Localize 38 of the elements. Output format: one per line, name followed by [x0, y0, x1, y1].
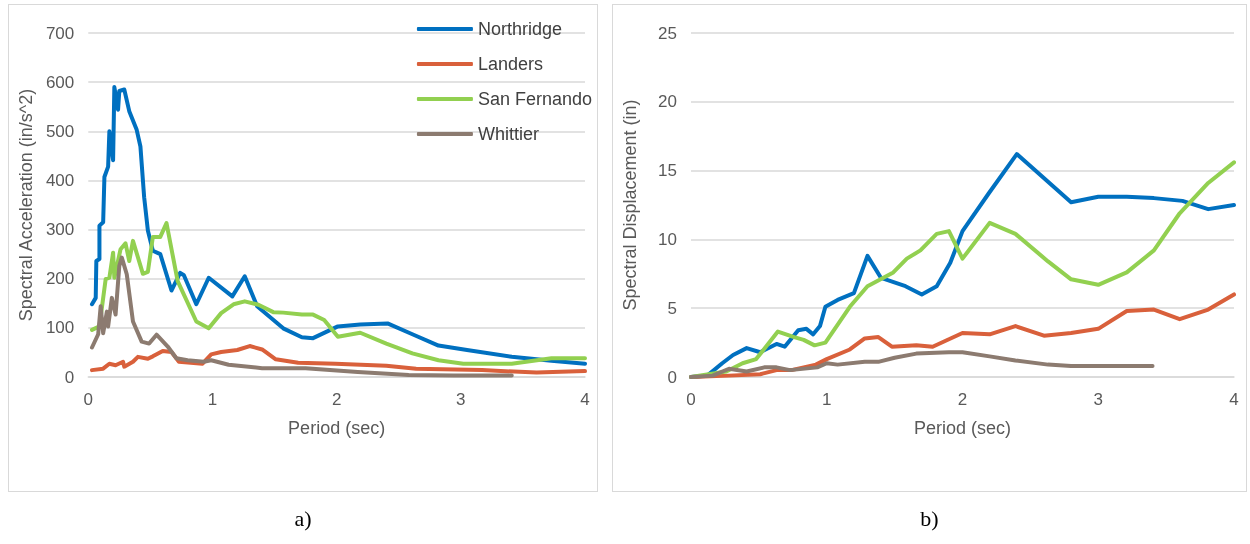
- y-tick-label: 20: [658, 92, 677, 112]
- y-axis-title: Spectral Acceleration (in/s^2): [16, 88, 36, 322]
- x-tick-label: 3: [456, 390, 466, 409]
- line-series: [89, 344, 587, 375]
- y-tick-label: 300: [45, 220, 75, 240]
- x-tick-label: 4: [1229, 390, 1239, 409]
- y-tick-label: 5: [667, 298, 677, 318]
- x-axis-title: Period (sec): [288, 418, 386, 438]
- y-tick-label: 500: [45, 121, 75, 141]
- y-tick-label: 100: [45, 318, 75, 338]
- y-tick-label: 10: [658, 229, 677, 249]
- y-tick-label: 0: [667, 367, 677, 387]
- legend-label: Landers: [477, 54, 543, 74]
- x-tick-label: 0: [83, 390, 93, 409]
- y-tick-label: 15: [658, 161, 677, 181]
- x-tick-label: 2: [957, 390, 968, 409]
- y-tick-label: 25: [658, 23, 677, 43]
- text: b): [919, 506, 940, 532]
- y-tick-label: 400: [45, 170, 75, 190]
- y-tick-label: 0: [64, 367, 75, 387]
- legend-label: Northridge: [477, 19, 562, 39]
- y-tick-label: 200: [45, 269, 75, 289]
- legend-label: San Fernando: [477, 89, 593, 109]
- line-series: [689, 350, 1155, 379]
- x-tick-label: 2: [331, 390, 342, 409]
- y-axis-title: Spectral Displacement (in): [620, 99, 640, 311]
- y-tick-label: 700: [45, 23, 75, 43]
- x-tick-label: 3: [1093, 390, 1103, 409]
- text: a): [293, 506, 313, 532]
- legend-label: Whittier: [477, 124, 539, 144]
- y-tick-label: 600: [45, 72, 75, 92]
- line-series: [89, 255, 514, 378]
- x-tick-label: 0: [686, 390, 696, 409]
- x-axis-title: Period (sec): [913, 418, 1012, 438]
- line-series: [89, 221, 587, 366]
- x-tick-label: 1: [822, 390, 832, 409]
- x-tick-label: 1: [207, 390, 218, 409]
- x-tick-label: 4: [580, 390, 590, 409]
